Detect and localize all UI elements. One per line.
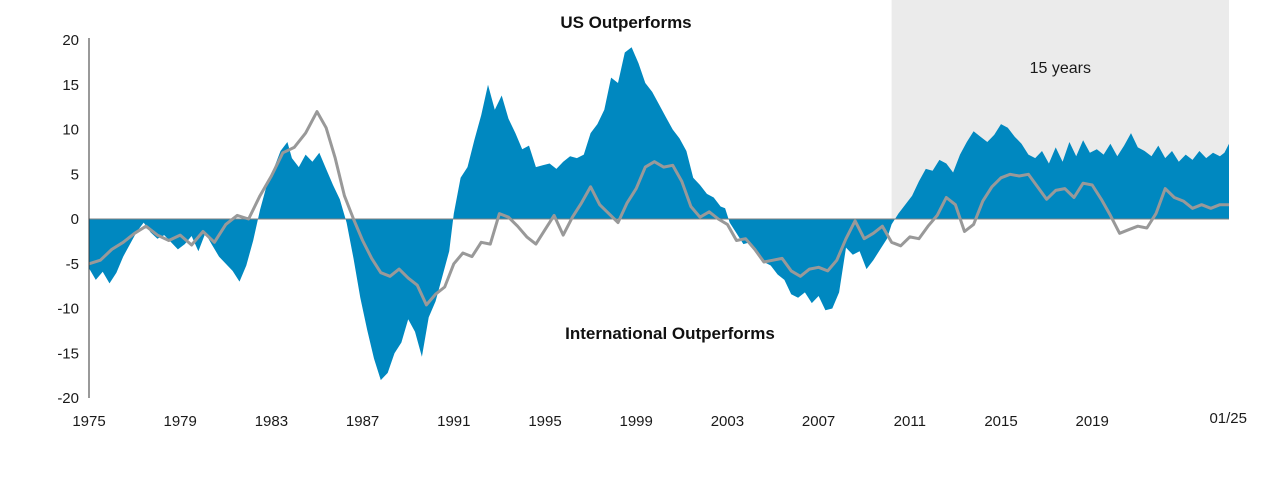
y-tick-label: -5 [66, 256, 79, 273]
x-tick-label: 1999 [620, 413, 653, 430]
x-tick-label: 1979 [164, 413, 197, 430]
x-tick-label: 01/25 [1209, 410, 1247, 427]
annotation-bottom: International Outperforms [565, 324, 775, 343]
y-tick-label: 20 [62, 32, 79, 49]
y-tick-label: 5 [71, 166, 79, 183]
x-tick-label: 1983 [255, 413, 288, 430]
area-series [89, 47, 1229, 381]
x-tick-label: 1987 [346, 413, 379, 430]
y-tick-label: 10 [62, 122, 79, 139]
x-tick-label: 1975 [72, 413, 105, 430]
x-tick-label: 2011 [894, 413, 926, 430]
y-tick-label: -20 [57, 390, 79, 407]
shaded-period-label: 15 years [1030, 60, 1091, 77]
x-tick-label: 1991 [437, 413, 470, 430]
annotation-top: US Outperforms [560, 13, 691, 32]
x-tick-label: 2007 [802, 413, 835, 430]
x-tick-labels: 1975 1979 1983 1987 1991 1995 1999 2003 2007 2011… [72, 410, 1247, 430]
y-tick-label: 15 [62, 77, 79, 94]
y-tick-label: 0 [71, 211, 79, 228]
y-tick-labels: 20 15 10 5 0 -5 -10 -15 -20 [57, 32, 79, 407]
y-tick-label: -10 [57, 301, 79, 318]
line-series [88, 110, 1229, 307]
y-tick-label: -15 [57, 345, 79, 362]
x-tick-label: 2019 [1076, 413, 1109, 430]
x-tick-label: 1995 [528, 413, 561, 430]
x-tick-label: 2003 [711, 413, 744, 430]
x-tick-label: 2015 [984, 413, 1017, 430]
